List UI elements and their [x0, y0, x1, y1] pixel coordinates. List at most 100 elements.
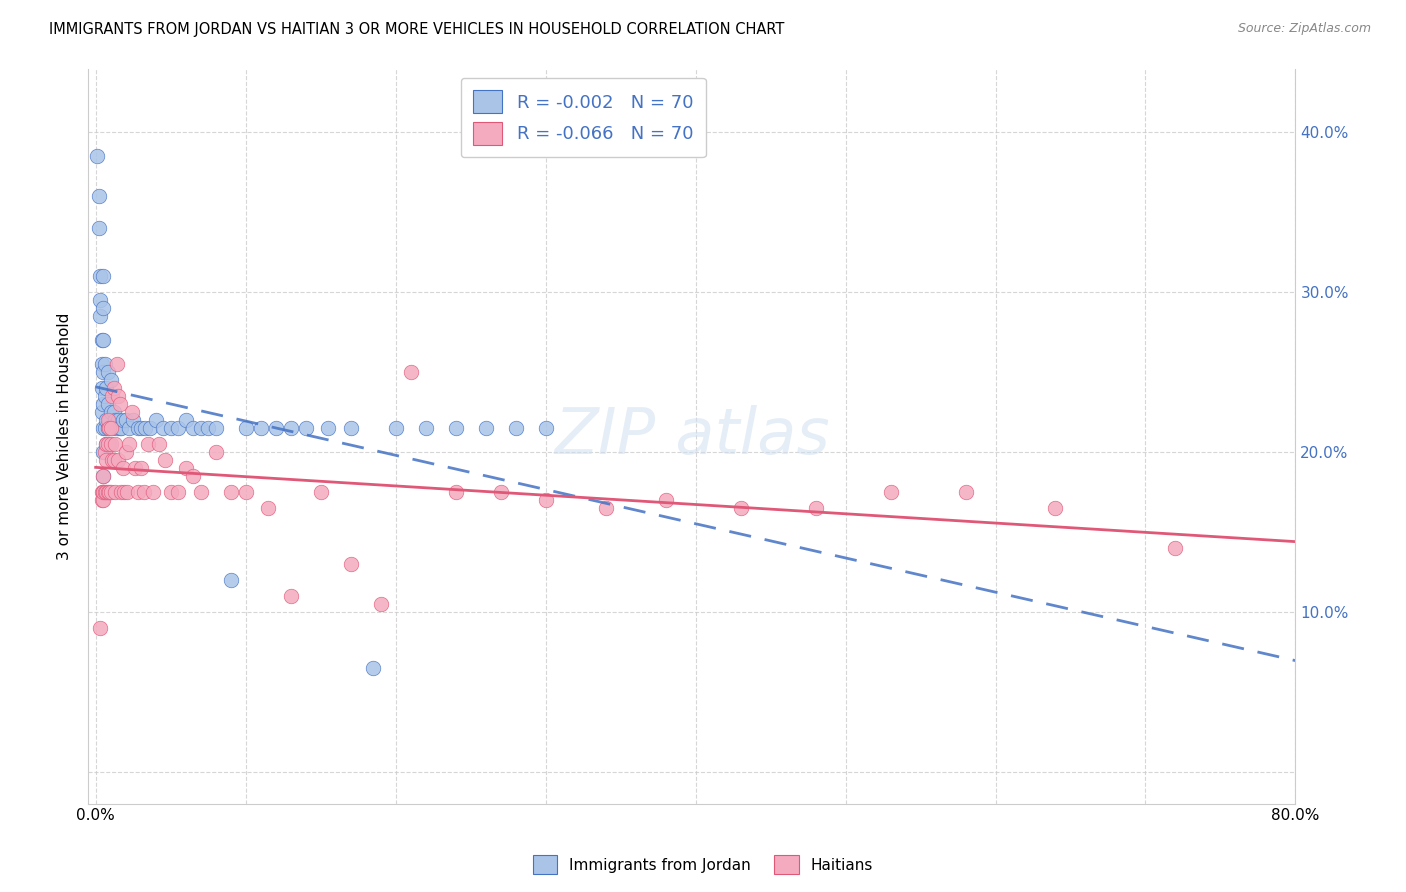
Point [97, 437, 120, 451]
Point [91, 421, 114, 435]
Point [955, 485, 977, 500]
Point [108, 421, 131, 435]
Point [370, 597, 392, 611]
Point [309, 485, 332, 500]
Point [127, 485, 149, 500]
Point [93, 485, 115, 500]
Point [98, 413, 121, 427]
Point [87, 221, 110, 235]
Point [127, 421, 149, 435]
Point [90, 493, 112, 508]
Point [91, 493, 114, 508]
Point [219, 573, 242, 587]
Point [89, 269, 111, 284]
Point [197, 421, 219, 435]
Point [89, 621, 111, 635]
Point [90, 381, 112, 395]
Point [86, 149, 108, 163]
Point [730, 500, 752, 515]
Point [152, 421, 174, 435]
Point [104, 437, 127, 451]
Point [181, 469, 204, 483]
Point [94, 485, 117, 500]
Point [98, 485, 121, 500]
Point [90, 405, 112, 419]
Point [153, 453, 176, 467]
Point [264, 421, 287, 435]
Point [204, 445, 226, 459]
Point [91, 269, 114, 284]
Point [98, 437, 121, 451]
Point [103, 453, 125, 467]
Point [93, 357, 115, 371]
Point [87, 189, 110, 203]
Point [107, 453, 129, 467]
Point [1045, 500, 1067, 515]
Point [89, 310, 111, 324]
Point [444, 485, 467, 500]
Point [100, 421, 122, 435]
Point [159, 421, 181, 435]
Point [91, 485, 114, 500]
Point [97, 397, 120, 411]
Point [104, 485, 127, 500]
Point [316, 421, 339, 435]
Text: ZIP atlas: ZIP atlas [554, 405, 830, 467]
Point [100, 373, 122, 387]
Point [280, 589, 302, 603]
Point [111, 461, 134, 475]
Point [91, 469, 114, 483]
Point [132, 485, 155, 500]
Point [104, 413, 127, 427]
Point [90, 333, 112, 347]
Point [97, 365, 120, 379]
Legend: R = -0.002   N = 70, R = -0.066   N = 70: R = -0.002 N = 70, R = -0.066 N = 70 [461, 78, 706, 157]
Point [1164, 541, 1187, 555]
Point [235, 485, 257, 500]
Point [339, 557, 361, 571]
Point [91, 301, 114, 316]
Point [101, 421, 124, 435]
Point [91, 445, 114, 459]
Point [101, 389, 124, 403]
Point [105, 421, 128, 435]
Point [444, 421, 467, 435]
Point [505, 421, 527, 435]
Point [121, 405, 143, 419]
Point [124, 461, 146, 475]
Point [107, 389, 129, 403]
Point [103, 405, 125, 419]
Point [91, 333, 114, 347]
Point [181, 421, 204, 435]
Point [235, 421, 257, 435]
Point [97, 421, 120, 435]
Point [94, 437, 117, 451]
Point [190, 485, 212, 500]
Point [384, 421, 406, 435]
Point [101, 453, 124, 467]
Point [93, 421, 115, 435]
Point [111, 413, 134, 427]
Point [114, 413, 136, 427]
Point [122, 413, 145, 427]
Point [294, 421, 316, 435]
Point [190, 421, 212, 435]
Point [219, 485, 242, 500]
Point [91, 485, 114, 500]
Point [97, 485, 120, 500]
Point [100, 485, 122, 500]
Point [654, 493, 676, 508]
Point [415, 421, 437, 435]
Point [136, 437, 159, 451]
Point [174, 461, 197, 475]
Point [90, 485, 112, 500]
Point [94, 437, 117, 451]
Point [138, 421, 160, 435]
Point [534, 493, 557, 508]
Point [94, 413, 117, 427]
Point [145, 413, 167, 427]
Point [129, 421, 152, 435]
Point [114, 445, 136, 459]
Point [361, 661, 384, 675]
Point [167, 485, 190, 500]
